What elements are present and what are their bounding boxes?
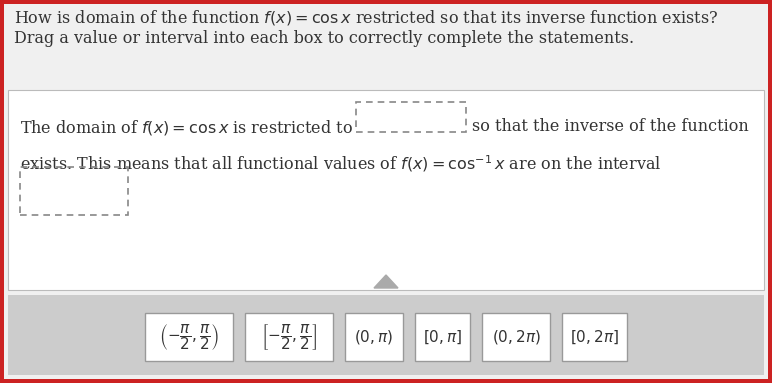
Text: The domain of $\mathit{f}\left(\mathit{x}\right)=\cos \mathit{x}$ is restricted : The domain of $\mathit{f}\left(\mathit{x… (20, 118, 353, 137)
Text: $[0,\pi]$: $[0,\pi]$ (423, 328, 462, 346)
Bar (562, 313, 627, 361)
Text: exists. This means that all functional values of $\mathit{f}\left(\mathit{x}\rig: exists. This means that all functional v… (20, 153, 662, 174)
Text: so that the inverse of the function: so that the inverse of the function (472, 118, 749, 135)
Text: Drag a value or interval into each box to correctly complete the statements.: Drag a value or interval into each box t… (14, 30, 634, 47)
Bar (415, 313, 470, 361)
Bar (8, 90, 764, 290)
Text: $(0,2\pi)$: $(0,2\pi)$ (492, 328, 540, 346)
Bar (245, 313, 333, 361)
Text: $\left(-\dfrac{\pi}{2},\dfrac{\pi}{2}\right)$: $\left(-\dfrac{\pi}{2},\dfrac{\pi}{2}\ri… (159, 322, 219, 352)
Text: $[0,2\pi]$: $[0,2\pi]$ (570, 328, 619, 346)
Bar (482, 313, 550, 361)
Text: $(0,\pi)$: $(0,\pi)$ (354, 328, 394, 346)
Bar (20, 167, 128, 215)
Text: How is domain of the function $\mathit{f}\left(\mathit{x}\right)=\cos \mathit{x}: How is domain of the function $\mathit{f… (14, 8, 718, 27)
Bar (356, 102, 466, 132)
Polygon shape (374, 275, 398, 288)
Bar (8, 295, 764, 375)
Bar (145, 313, 233, 361)
Text: $\left[-\dfrac{\pi}{2},\dfrac{\pi}{2}\right]$: $\left[-\dfrac{\pi}{2},\dfrac{\pi}{2}\ri… (261, 322, 317, 352)
Bar (345, 313, 403, 361)
